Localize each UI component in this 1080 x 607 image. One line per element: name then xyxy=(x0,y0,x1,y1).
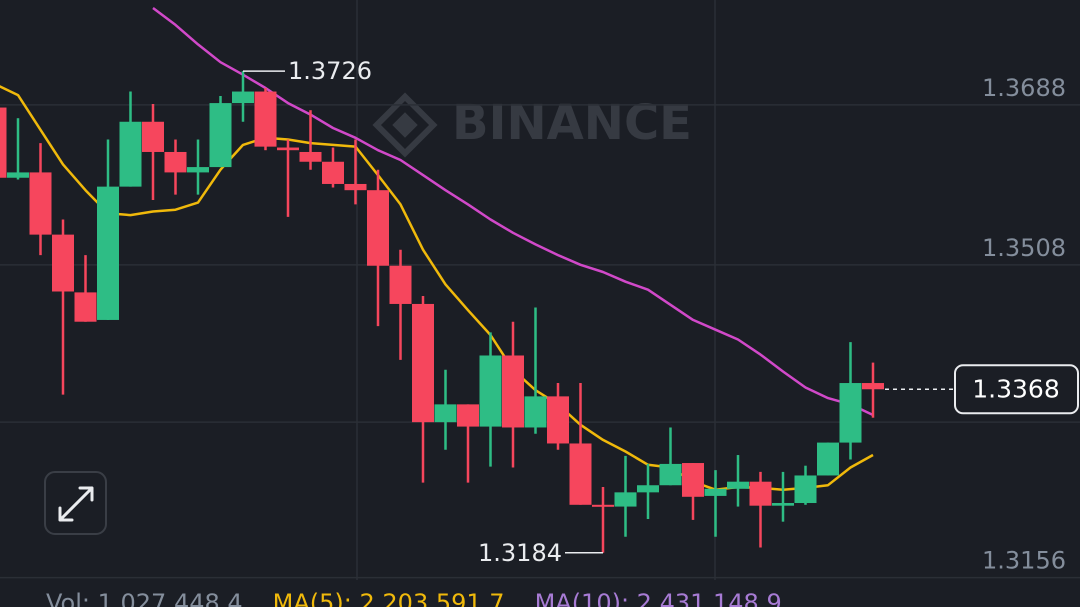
candle-body xyxy=(322,161,344,184)
candle-body xyxy=(119,121,142,187)
candle-body xyxy=(232,91,254,104)
candle-body xyxy=(862,383,884,390)
candle-body xyxy=(299,151,322,162)
indicator-text: MA(10): 2,431,148.9 xyxy=(535,589,782,607)
last-price-label: 1.3368 xyxy=(972,374,1059,403)
candle-body xyxy=(547,396,569,444)
candle-body xyxy=(344,183,367,191)
candle-body xyxy=(187,167,209,173)
candle-body xyxy=(7,172,29,178)
candle-body xyxy=(52,234,74,292)
candles xyxy=(0,71,884,553)
max-label: 1.3726 xyxy=(288,57,372,85)
candle-body xyxy=(389,265,412,304)
candle-body xyxy=(254,91,277,147)
candle-body xyxy=(614,492,637,507)
candle-body xyxy=(0,107,7,178)
candle-body xyxy=(97,186,119,320)
labels: 1.36881.35081.33311.31561.37261.31841.33… xyxy=(46,57,1079,607)
min-label: 1.3184 xyxy=(478,539,562,567)
candle-body xyxy=(29,172,52,235)
candle-body xyxy=(479,355,502,427)
watermark-logo xyxy=(372,92,438,158)
candle-body xyxy=(434,404,457,423)
candle-body xyxy=(412,303,434,423)
indicator-text: Vol: 1,027,448.4 xyxy=(46,589,243,607)
expand-button[interactable] xyxy=(44,471,107,535)
indicator-text: MA(5): 2,203,591.7 xyxy=(273,589,505,607)
y-tick-label: 1.3508 xyxy=(982,234,1066,262)
candle-body xyxy=(772,503,794,506)
candle-body xyxy=(569,443,592,505)
candle-body xyxy=(209,103,232,168)
y-tick-label: 1.3156 xyxy=(982,547,1066,575)
candle-body xyxy=(502,355,524,428)
expand-icon[interactable] xyxy=(58,486,94,522)
candle-body xyxy=(277,147,299,151)
candle-body xyxy=(817,442,839,476)
candle-body xyxy=(794,475,817,504)
candle-body xyxy=(727,481,749,489)
y-tick-label: 1.3688 xyxy=(982,74,1066,102)
candle-body xyxy=(704,488,727,496)
candle-body xyxy=(839,383,862,443)
candle-body xyxy=(74,292,97,322)
candle-body xyxy=(524,396,547,428)
last-price-box xyxy=(954,364,1079,415)
candle-body xyxy=(659,463,682,486)
candle-body xyxy=(142,121,164,152)
candle-body xyxy=(749,481,772,506)
candle-body xyxy=(367,190,389,266)
candle-body xyxy=(592,504,614,507)
watermark-text: BINANCE xyxy=(452,95,692,151)
candle-body xyxy=(637,485,659,493)
candle-body xyxy=(682,463,704,497)
candle-body xyxy=(164,151,187,173)
ma-line xyxy=(0,85,874,491)
candle-body xyxy=(457,404,479,427)
